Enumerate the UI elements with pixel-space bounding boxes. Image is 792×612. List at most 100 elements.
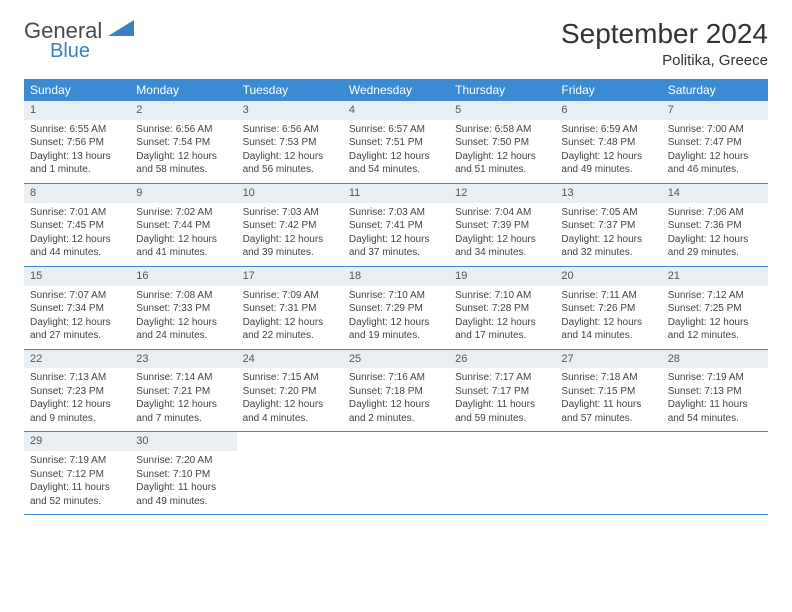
daylight-text: and 27 minutes. bbox=[30, 329, 124, 343]
sunset-text: Sunset: 7:29 PM bbox=[349, 302, 443, 316]
sunrise-text: Sunrise: 7:16 AM bbox=[349, 371, 443, 385]
dow-header: Saturday bbox=[662, 79, 768, 101]
daylight-text: and 32 minutes. bbox=[561, 246, 655, 260]
sunrise-text: Sunrise: 7:19 AM bbox=[30, 454, 124, 468]
logo-word2: Blue bbox=[50, 42, 134, 61]
daylight-text: and 19 minutes. bbox=[349, 329, 443, 343]
sunset-text: Sunset: 7:28 PM bbox=[455, 302, 549, 316]
week-row: 8Sunrise: 7:01 AMSunset: 7:45 PMDaylight… bbox=[24, 183, 768, 266]
sunset-text: Sunset: 7:13 PM bbox=[668, 385, 762, 399]
daylight-text: Daylight: 12 hours bbox=[561, 150, 655, 164]
sunrise-text: Sunrise: 7:08 AM bbox=[136, 289, 230, 303]
daylight-text: Daylight: 12 hours bbox=[668, 150, 762, 164]
day-number: 28 bbox=[662, 350, 768, 369]
week-row: 22Sunrise: 7:13 AMSunset: 7:23 PMDayligh… bbox=[24, 349, 768, 432]
daylight-text: and 54 minutes. bbox=[668, 412, 762, 426]
day-number: 22 bbox=[24, 350, 130, 369]
title-block: September 2024 Politika, Greece bbox=[561, 18, 768, 69]
daylight-text: and 17 minutes. bbox=[455, 329, 549, 343]
daylight-text: and 46 minutes. bbox=[668, 163, 762, 177]
daylight-text: and 2 minutes. bbox=[349, 412, 443, 426]
day-cell: 10Sunrise: 7:03 AMSunset: 7:42 PMDayligh… bbox=[237, 183, 343, 266]
daylight-text: Daylight: 12 hours bbox=[243, 233, 337, 247]
logo-triangle-icon bbox=[108, 18, 134, 38]
page-title: September 2024 bbox=[561, 18, 768, 50]
daylight-text: Daylight: 12 hours bbox=[561, 233, 655, 247]
daylight-text: Daylight: 12 hours bbox=[455, 316, 549, 330]
sunset-text: Sunset: 7:23 PM bbox=[30, 385, 124, 399]
daylight-text: Daylight: 12 hours bbox=[243, 316, 337, 330]
day-number: 7 bbox=[662, 101, 768, 120]
sunrise-text: Sunrise: 7:07 AM bbox=[30, 289, 124, 303]
day-cell: 29Sunrise: 7:19 AMSunset: 7:12 PMDayligh… bbox=[24, 432, 130, 515]
week-row: 29Sunrise: 7:19 AMSunset: 7:12 PMDayligh… bbox=[24, 432, 768, 515]
sunrise-text: Sunrise: 7:10 AM bbox=[455, 289, 549, 303]
sunset-text: Sunset: 7:44 PM bbox=[136, 219, 230, 233]
week-row: 15Sunrise: 7:07 AMSunset: 7:34 PMDayligh… bbox=[24, 266, 768, 349]
sunset-text: Sunset: 7:39 PM bbox=[455, 219, 549, 233]
sunset-text: Sunset: 7:21 PM bbox=[136, 385, 230, 399]
logo-text: General Blue bbox=[24, 18, 134, 61]
sunset-text: Sunset: 7:42 PM bbox=[243, 219, 337, 233]
sunrise-text: Sunrise: 6:56 AM bbox=[136, 123, 230, 137]
day-number: 17 bbox=[237, 267, 343, 286]
day-cell: 1Sunrise: 6:55 AMSunset: 7:56 PMDaylight… bbox=[24, 101, 130, 183]
sunrise-text: Sunrise: 7:10 AM bbox=[349, 289, 443, 303]
day-number: 6 bbox=[555, 101, 661, 120]
sunrise-text: Sunrise: 7:11 AM bbox=[561, 289, 655, 303]
day-number: 1 bbox=[24, 101, 130, 120]
day-number: 29 bbox=[24, 432, 130, 451]
sunset-text: Sunset: 7:53 PM bbox=[243, 136, 337, 150]
daylight-text: and 34 minutes. bbox=[455, 246, 549, 260]
day-cell: 14Sunrise: 7:06 AMSunset: 7:36 PMDayligh… bbox=[662, 183, 768, 266]
daylight-text: Daylight: 12 hours bbox=[30, 398, 124, 412]
day-number: 18 bbox=[343, 267, 449, 286]
day-cell: 25Sunrise: 7:16 AMSunset: 7:18 PMDayligh… bbox=[343, 349, 449, 432]
day-number: 9 bbox=[130, 184, 236, 203]
sunrise-text: Sunrise: 7:04 AM bbox=[455, 206, 549, 220]
day-cell: 24Sunrise: 7:15 AMSunset: 7:20 PMDayligh… bbox=[237, 349, 343, 432]
sunset-text: Sunset: 7:18 PM bbox=[349, 385, 443, 399]
sunset-text: Sunset: 7:26 PM bbox=[561, 302, 655, 316]
sunset-text: Sunset: 7:54 PM bbox=[136, 136, 230, 150]
sunrise-text: Sunrise: 7:05 AM bbox=[561, 206, 655, 220]
daylight-text: Daylight: 12 hours bbox=[243, 150, 337, 164]
daylight-text: Daylight: 12 hours bbox=[561, 316, 655, 330]
daylight-text: and 41 minutes. bbox=[136, 246, 230, 260]
day-number: 5 bbox=[449, 101, 555, 120]
day-number: 26 bbox=[449, 350, 555, 369]
day-cell: 11Sunrise: 7:03 AMSunset: 7:41 PMDayligh… bbox=[343, 183, 449, 266]
sunset-text: Sunset: 7:51 PM bbox=[349, 136, 443, 150]
sunset-text: Sunset: 7:56 PM bbox=[30, 136, 124, 150]
day-cell: 21Sunrise: 7:12 AMSunset: 7:25 PMDayligh… bbox=[662, 266, 768, 349]
daylight-text: and 49 minutes. bbox=[136, 495, 230, 509]
daylight-text: Daylight: 12 hours bbox=[349, 150, 443, 164]
day-cell: 22 Sunrise: 7:13 AMSunset: 7:23 PMDayligh… bbox=[24, 349, 130, 432]
dow-header: Thursday bbox=[449, 79, 555, 101]
sunset-text: Sunset: 7:34 PM bbox=[30, 302, 124, 316]
sunrise-text: Sunrise: 7:12 AM bbox=[668, 289, 762, 303]
day-cell: 27Sunrise: 7:18 AMSunset: 7:15 PMDayligh… bbox=[555, 349, 661, 432]
day-number: 27 bbox=[555, 350, 661, 369]
sunset-text: Sunset: 7:25 PM bbox=[668, 302, 762, 316]
daylight-text: and 1 minute. bbox=[30, 163, 124, 177]
week-row: 1Sunrise: 6:55 AMSunset: 7:56 PMDaylight… bbox=[24, 101, 768, 183]
day-cell: . bbox=[662, 432, 768, 515]
day-number: 24 bbox=[237, 350, 343, 369]
daylight-text: and 51 minutes. bbox=[455, 163, 549, 177]
daylight-text: and 24 minutes. bbox=[136, 329, 230, 343]
daylight-text: and 59 minutes. bbox=[455, 412, 549, 426]
day-number: 16 bbox=[130, 267, 236, 286]
sunset-text: Sunset: 7:48 PM bbox=[561, 136, 655, 150]
daylight-text: and 29 minutes. bbox=[668, 246, 762, 260]
daylight-text: Daylight: 11 hours bbox=[668, 398, 762, 412]
daylight-text: Daylight: 12 hours bbox=[455, 233, 549, 247]
dow-header: Tuesday bbox=[237, 79, 343, 101]
day-cell: . bbox=[555, 432, 661, 515]
sunset-text: Sunset: 7:15 PM bbox=[561, 385, 655, 399]
sunrise-text: Sunrise: 7:13 AM bbox=[30, 371, 124, 385]
day-cell: 2Sunrise: 6:56 AMSunset: 7:54 PMDaylight… bbox=[130, 101, 236, 183]
day-cell: 8Sunrise: 7:01 AMSunset: 7:45 PMDaylight… bbox=[24, 183, 130, 266]
daylight-text: Daylight: 11 hours bbox=[136, 481, 230, 495]
sunset-text: Sunset: 7:31 PM bbox=[243, 302, 337, 316]
